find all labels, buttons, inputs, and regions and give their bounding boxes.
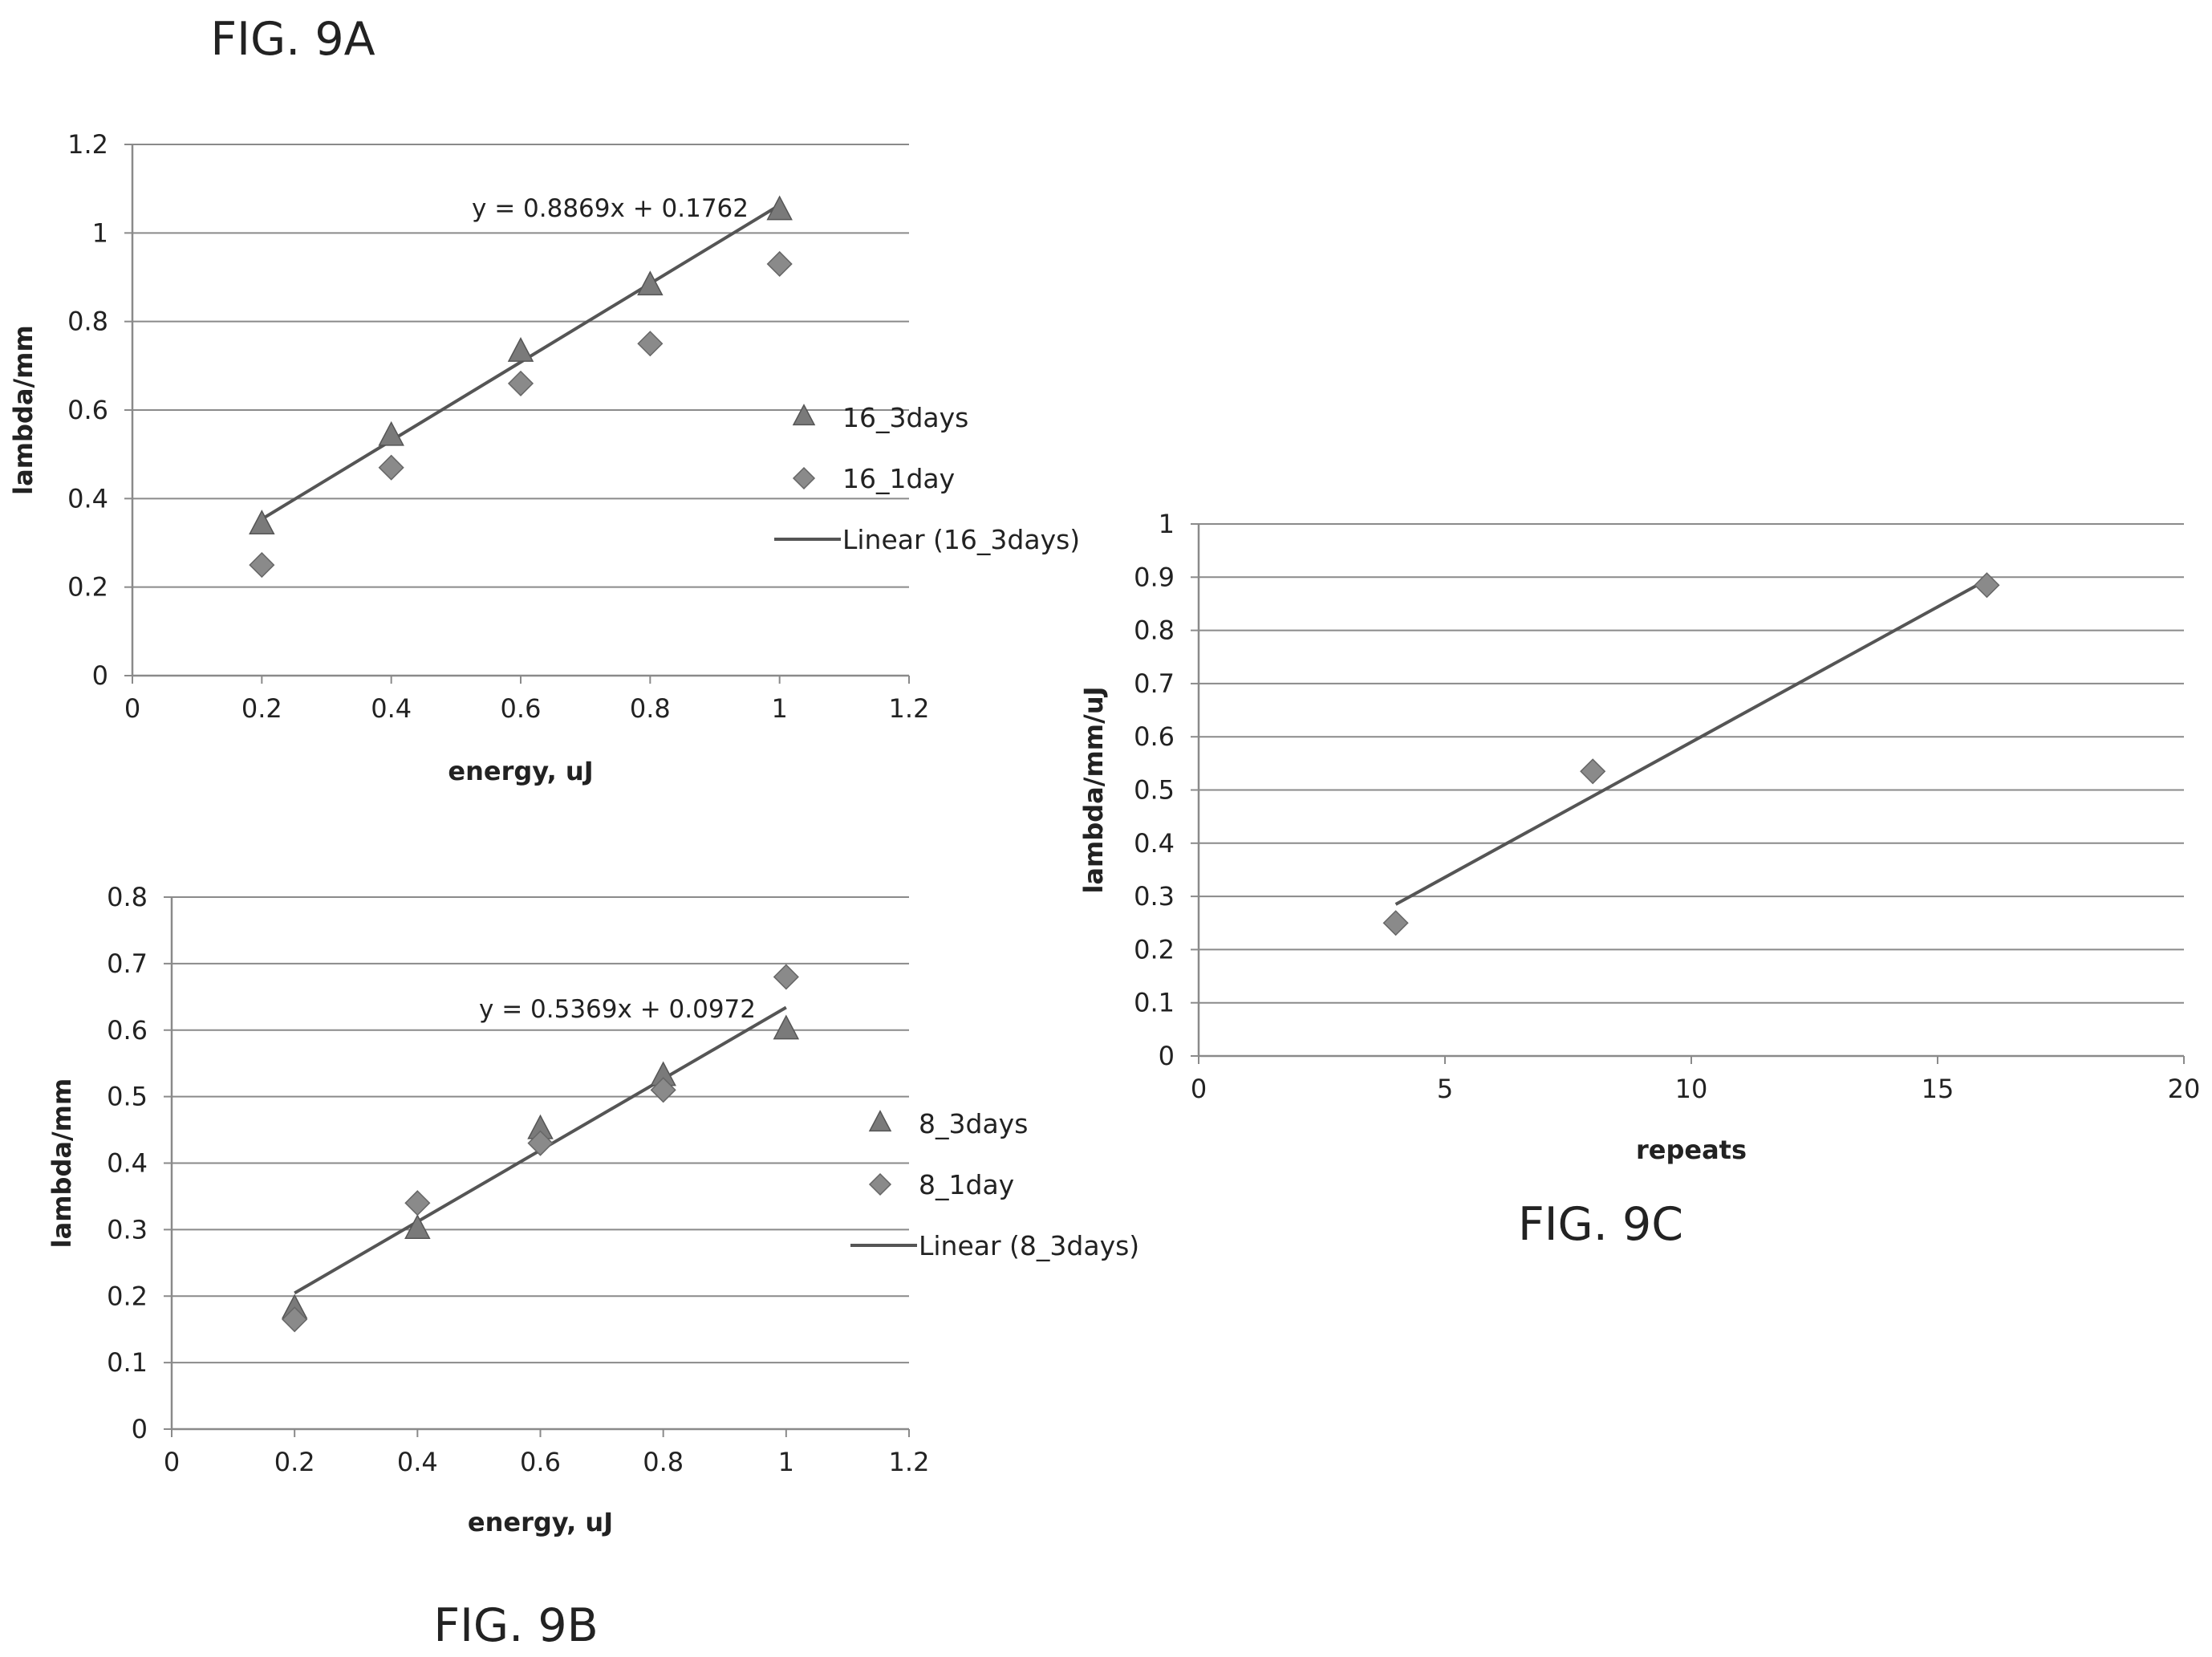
y-tick-label: 0.6 <box>1134 721 1175 752</box>
y-tick-label: 0.8 <box>107 882 148 912</box>
data-point-diamond <box>249 552 275 579</box>
figure-caption: FIG. 9A <box>210 13 375 66</box>
x-tick-label: 5 <box>1437 1074 1453 1104</box>
y-tick-label: 0.3 <box>1134 881 1175 912</box>
y-tick-label: 1 <box>92 217 108 248</box>
figure-caption: FIG. 9B <box>433 1599 598 1652</box>
x-tick-label: 0.4 <box>371 693 412 724</box>
legend-marker-triangle <box>868 1110 892 1132</box>
chart-fig-9c: 00.10.20.30.40.50.60.70.80.910 5 10 15 20rep… <box>1078 509 2200 1251</box>
x-tick-label: 10 <box>1675 1074 1708 1104</box>
x-tick-label: 1 <box>778 1447 794 1477</box>
data-point-triangle <box>637 270 664 296</box>
y-axis-title: lambda/mm/uJ <box>1078 686 1109 893</box>
x-tick-label: 20 <box>2168 1074 2201 1104</box>
y-tick-label: 0.6 <box>67 395 108 425</box>
y-tick-label: 0.9 <box>1134 562 1175 592</box>
y-axis-title: lambda/mm <box>47 1078 77 1249</box>
x-axis-title: energy, uJ <box>448 756 593 786</box>
trendline <box>261 203 781 521</box>
chart-fig-9b: 0 0.1 0.2 0.3 0.4 0.5 0.6 0.7 0.8 0 0.2 0.4 0.6 0.8 1 1… <box>47 882 1139 1652</box>
data-point-diamond <box>378 454 404 481</box>
y-tick-label: 0.5 <box>1134 775 1175 806</box>
y-tick-label: 0.4 <box>107 1148 148 1179</box>
x-tick-label: 0.8 <box>630 693 671 724</box>
y-axis-title: lambda/mm <box>8 325 39 495</box>
data-point-diamond <box>1382 910 1409 936</box>
data-point-diamond <box>527 1130 554 1156</box>
y-tick-label: 0.2 <box>107 1281 148 1311</box>
x-tick-label: 0.4 <box>397 1447 438 1477</box>
legend-label: 16_1day <box>842 463 955 494</box>
data-point-diamond <box>1974 572 2000 599</box>
y-tick-label: 0.2 <box>67 572 108 603</box>
y-tick-label: 0.4 <box>67 483 108 514</box>
data-point-triangle <box>507 337 534 362</box>
chart-fig-9a: 0 0.2 0.4 0.6 0.8 1 1.2 0 0.2 0.4 0.6 0.8 1 1.2 energy… <box>8 13 1080 786</box>
x-tick-label: 0.2 <box>241 693 282 724</box>
legend-marker-diamond <box>792 466 816 490</box>
y-tick-label: 0.1 <box>107 1347 148 1378</box>
x-tick-label: 0 <box>164 1447 180 1477</box>
y-tick-label: 0.8 <box>67 307 108 337</box>
y-tick-label: 1.2 <box>67 129 108 160</box>
data-point-diamond <box>507 370 534 396</box>
y-tick-label: 0.4 <box>1134 828 1175 859</box>
y-tick-label: 0.1 <box>1134 988 1175 1018</box>
x-tick-label: 0.6 <box>520 1447 561 1477</box>
x-tick-label: 15 <box>1922 1074 1954 1104</box>
trendline-equation: y = 0.8869x + 0.1762 <box>472 194 749 223</box>
data-point-diamond <box>637 331 664 357</box>
data-point-diamond <box>650 1077 676 1103</box>
x-tick-label: 0 <box>124 693 140 724</box>
y-tick-label: 0.2 <box>1134 934 1175 965</box>
data-point-triangle <box>766 195 793 221</box>
data-point-triangle <box>773 1014 800 1040</box>
legend-label: 8_3days <box>919 1108 1028 1139</box>
legend-label: 16_3days <box>842 402 968 433</box>
x-tick-label: 0.8 <box>643 1447 684 1477</box>
data-point-diamond <box>404 1190 431 1216</box>
data-point-triangle <box>378 420 404 446</box>
x-tick-label: 1.2 <box>889 1447 930 1477</box>
y-tick-label: 0 <box>132 1414 148 1444</box>
x-axis-title: repeats <box>1636 1135 1747 1165</box>
data-point-diamond <box>766 250 793 278</box>
y-tick-label: 0.6 <box>107 1015 148 1046</box>
y-tick-label: 0.7 <box>1134 668 1175 699</box>
x-tick-label: 0 <box>1191 1074 1207 1104</box>
data-point-diamond <box>282 1306 308 1333</box>
x-tick-label: 0.2 <box>274 1447 315 1477</box>
y-tick-label: 0.7 <box>107 948 148 979</box>
x-tick-label: 1.2 <box>889 693 930 724</box>
y-tick-label: 0 <box>1159 1041 1175 1071</box>
y-tick-label: 1 <box>1159 509 1175 539</box>
x-axis-title: energy, uJ <box>468 1507 613 1537</box>
legend-marker-diamond <box>868 1172 892 1196</box>
x-tick-label: 1 <box>771 693 787 724</box>
data-point-triangle <box>404 1214 431 1239</box>
legend-label: Linear (8_3days) <box>919 1230 1139 1261</box>
trendline <box>1394 578 1988 906</box>
legend-marker-triangle <box>792 404 816 426</box>
data-point-diamond <box>1580 758 1606 785</box>
legend-label: Linear (16_3days) <box>842 524 1080 555</box>
x-tick-label: 0.6 <box>501 693 542 724</box>
trendline-equation: y = 0.5369x + 0.0972 <box>479 995 756 1024</box>
y-tick-label: 0.5 <box>107 1082 148 1112</box>
data-point-diamond <box>773 964 799 990</box>
y-tick-label: 0 <box>92 660 108 691</box>
data-point-triangle <box>249 510 275 535</box>
legend-label: 8_1day <box>919 1169 1014 1200</box>
y-tick-label: 0.3 <box>107 1214 148 1245</box>
figure-caption: FIG. 9C <box>1518 1198 1683 1251</box>
y-tick-label: 0.8 <box>1134 615 1175 646</box>
